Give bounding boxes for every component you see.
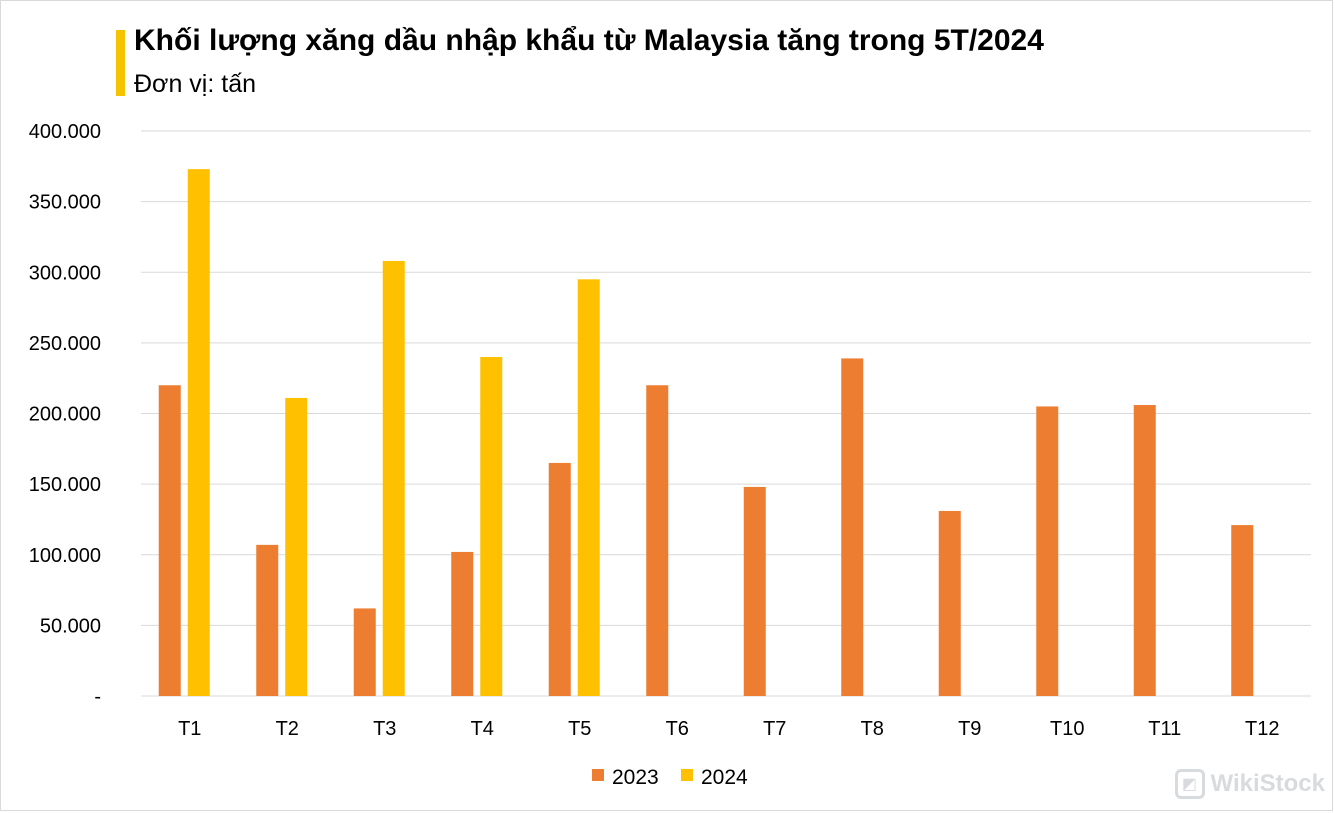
bar-2023-T3 <box>353 608 376 696</box>
y-tick-label: - <box>94 686 101 708</box>
watermark: ◩ WikiStock <box>1174 769 1325 799</box>
x-tick-label: T5 <box>568 718 591 740</box>
x-tick-label: T6 <box>666 718 689 740</box>
chart-title: Khối lượng xăng dầu nhập khẩu từ Malaysi… <box>134 24 1044 57</box>
bar-2024-T3 <box>382 260 405 696</box>
bar-2023-T7 <box>743 486 766 696</box>
gridlines <box>141 130 1311 697</box>
legend-swatch-2023 <box>592 769 604 781</box>
x-tick-label: T1 <box>178 718 201 740</box>
bar-2023-T4 <box>451 551 474 696</box>
x-tick-label: T9 <box>958 718 981 740</box>
x-axis: T1 T2 T3 T4 T5 T6 T7 T8 T9 T10 T11 T12 <box>178 718 1279 740</box>
bar-2023-T12 <box>1231 525 1254 696</box>
x-tick-label: T3 <box>373 718 396 740</box>
y-tick-label: 150.000 <box>29 474 101 496</box>
bar-2023-T8 <box>841 358 864 696</box>
bar-2023-T10 <box>1036 406 1059 696</box>
y-tick-label: 250.000 <box>29 333 101 355</box>
y-tick-label: 200.000 <box>29 404 101 426</box>
title-accent-bar <box>116 30 125 96</box>
y-tick-label: 400.000 <box>29 121 101 143</box>
legend: 2023 2024 <box>592 766 748 789</box>
x-tick-label: T8 <box>861 718 884 740</box>
y-tick-label: 300.000 <box>29 262 101 284</box>
legend-swatch-2024 <box>681 769 693 781</box>
bar-2024-T4 <box>480 357 503 696</box>
y-tick-label: 50.000 <box>40 615 101 637</box>
legend-label-2023: 2023 <box>612 766 659 789</box>
x-tick-label: T12 <box>1245 718 1279 740</box>
y-tick-label: 350.000 <box>29 192 101 214</box>
bar-2024-T2 <box>285 397 308 696</box>
x-tick-label: T4 <box>471 718 494 740</box>
bar-2023-T1 <box>158 385 181 696</box>
y-tick-label: 100.000 <box>29 545 101 567</box>
x-tick-label: T11 <box>1148 718 1181 740</box>
bar-2023-T5 <box>548 462 571 696</box>
chart-subtitle: Đơn vị: tấn <box>134 70 256 98</box>
y-axis: - 50.000 100.000 150.000 200.000 250.000 300.0… <box>29 121 101 708</box>
bar-2024-T5 <box>577 279 600 696</box>
legend-label-2024: 2024 <box>701 766 748 789</box>
watermark-text: WikiStock <box>1210 770 1325 797</box>
x-tick-label: T7 <box>763 718 786 740</box>
bar-2023-T11 <box>1133 405 1156 696</box>
bar-2024-T1 <box>187 169 210 696</box>
bar-2023-T9 <box>938 510 961 696</box>
wikistock-logo-icon: ◩ <box>1174 769 1205 799</box>
bars <box>158 169 1254 696</box>
x-tick-label: T2 <box>276 718 299 740</box>
bar-2023-T2 <box>256 544 279 696</box>
x-tick-label: T10 <box>1050 718 1084 740</box>
bar-2023-T6 <box>646 385 669 696</box>
